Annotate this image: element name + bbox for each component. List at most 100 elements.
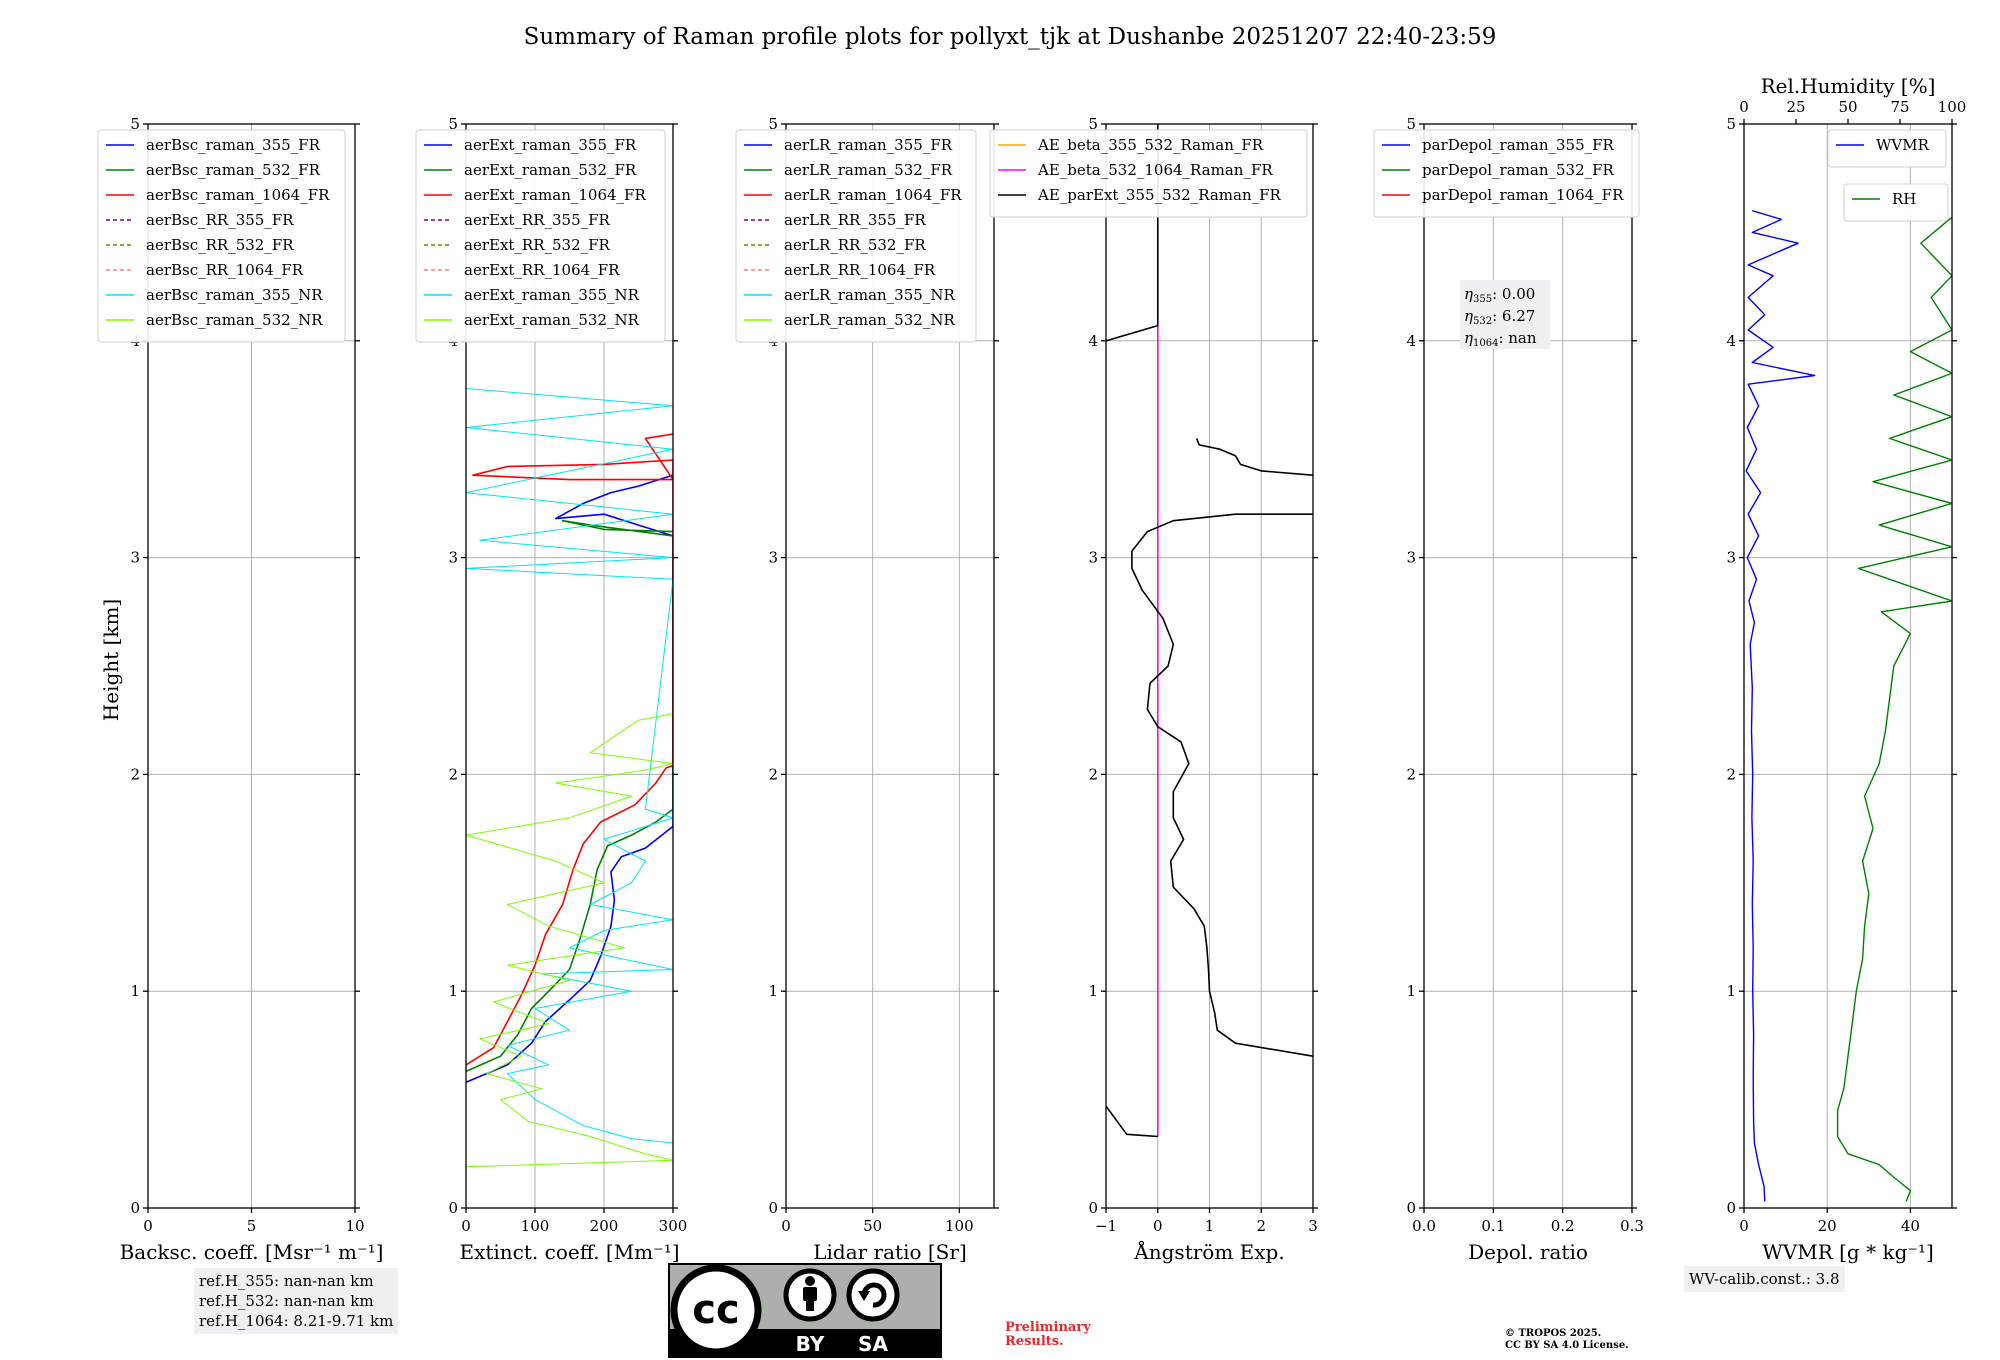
series-line-aerext-raman-1064-fr-2	[466, 433, 673, 1066]
legend-ae-box	[989, 129, 1308, 218]
legend-bsc-entry-6: aerBsc_raman_355_NR	[146, 286, 323, 304]
preliminary-line-2: Results.	[1005, 1334, 1064, 1349]
copyright-line-2: CC BY SA 4.0 License.	[1505, 1340, 1629, 1351]
ytick-label-depol-0: 0	[1406, 1199, 1416, 1217]
legend-bsc-entry-7: aerBsc_raman_532_NR	[146, 311, 323, 329]
series-group-ae	[1106, 124, 1313, 1138]
legend-depol-entry-0: parDepol_raman_355_FR	[1422, 136, 1615, 154]
ytick-label-lr-1: 1	[768, 982, 778, 1000]
eta-symbol: η	[1464, 307, 1473, 325]
series-line-ae-parext-355-532-raman-fr-2	[1131, 513, 1313, 1057]
ytick-label-depol-1: 1	[1406, 982, 1416, 1000]
eta-symbol: η	[1464, 285, 1473, 303]
series-group-ext	[466, 388, 673, 1168]
ytick-label-depol-4: 4	[1406, 332, 1416, 350]
legend-depol-entry-1: parDepol_raman_532_FR	[1422, 161, 1615, 179]
legend-ae-entry-2: AE_parExt_355_532_Raman_FR	[1037, 186, 1282, 204]
ytick-label-bsc-0: 0	[130, 1199, 140, 1217]
reference-heights-box: ref.H_355: nan-nan km ref.H_532: nan-nan…	[194, 1268, 399, 1334]
ytick-label-bsc-5: 5	[130, 115, 140, 133]
ytick-label-ext-2: 2	[448, 765, 458, 783]
series-line-aerext-raman-532-fr-1	[466, 519, 673, 1073]
legend-wv-entry-0: WVMR	[1876, 136, 1930, 154]
legend-lr-entry-5: aerLR_RR_1064_FR	[784, 261, 936, 279]
legend-ext-entry-1: aerExt_raman_532_FR	[464, 161, 637, 179]
legend-lr-entry-2: aerLR_raman_1064_FR	[784, 186, 962, 204]
ytick-label-depol-5: 5	[1406, 115, 1416, 133]
ytick-label-wv-1: 1	[1726, 982, 1736, 1000]
legend-lr-entry-7: aerLR_raman_532_NR	[784, 311, 955, 329]
ytick-label-wv-4: 4	[1726, 332, 1736, 350]
ytick-label-ae-5: 5	[1088, 115, 1098, 133]
eta-value: : 0.00	[1492, 285, 1535, 303]
ytick-label-ae-4: 4	[1088, 332, 1098, 350]
ytick-label-depol-2: 2	[1406, 765, 1416, 783]
ytick-label-ae-1: 1	[1088, 982, 1098, 1000]
xtick-label-lr-1: 50	[863, 1217, 882, 1235]
ytick-label-lr-2: 2	[768, 765, 778, 783]
eta-1064: η1064: nan	[1464, 329, 1537, 349]
preliminary-line-1: Preliminary	[1005, 1320, 1091, 1335]
ref-height-532: ref.H_532: nan-nan km	[199, 1292, 374, 1310]
xtick-label-wv-1: 20	[1818, 1217, 1837, 1235]
ytick-label-ext-1: 1	[448, 982, 458, 1000]
legend-lr-entry-6: aerLR_raman_355_NR	[784, 286, 955, 304]
legend-bsc-entry-0: aerBsc_raman_355_FR	[146, 136, 321, 154]
eta-box	[1460, 280, 1550, 349]
legend-depol-entry-2: parDepol_raman_1064_FR	[1422, 186, 1624, 204]
cc-by-sa-license-badge: cc BY SA	[668, 1263, 942, 1358]
x-axis-label-ext: Extinct. coeff. [Mm⁻¹]	[459, 1240, 679, 1264]
ytick-label-ext-0: 0	[448, 1199, 458, 1217]
eta-532: η532: 6.27	[1464, 307, 1535, 327]
legend-ext-entry-4: aerExt_RR_532_FR	[464, 236, 611, 254]
xtick-label-ae-0: −1	[1095, 1217, 1117, 1235]
ytick-label-wv-2: 2	[1726, 765, 1736, 783]
xtick-label-ae-2: 1	[1205, 1217, 1215, 1235]
legend-bsc-entry-4: aerBsc_RR_532_FR	[146, 236, 294, 254]
legend-ext-entry-6: aerExt_raman_355_NR	[464, 286, 640, 304]
ytick-label-bsc-3: 3	[130, 549, 140, 567]
xtick-label-ext-3: 300	[659, 1217, 688, 1235]
legend-ext-entry-2: aerExt_raman_1064_FR	[464, 186, 646, 204]
panels: 0123450510Backsc. coeff. [Msr⁻¹ m⁻¹]aerB…	[97, 74, 1966, 1264]
top-xtick-label-wv-2: 50	[1838, 98, 1857, 116]
axes-frame-depol	[1423, 123, 1633, 1209]
eta-subscript: 1064	[1473, 338, 1498, 349]
eta-subscript: 532	[1473, 316, 1492, 327]
xtick-label-wv-0: 0	[1739, 1217, 1749, 1235]
xtick-label-ext-0: 0	[461, 1217, 471, 1235]
eta-subscript: 355	[1473, 294, 1492, 305]
xtick-label-ae-3: 2	[1256, 1217, 1266, 1235]
series-line-ae-parext-355-532-raman-fr-1	[1106, 1105, 1158, 1138]
ytick-label-lr-3: 3	[768, 549, 778, 567]
legend-lr-entry-0: aerLR_raman_355_FR	[784, 136, 953, 154]
ytick-label-depol-3: 3	[1406, 549, 1416, 567]
legend-bsc-entry-3: aerBsc_RR_355_FR	[146, 211, 294, 229]
attribution-icon	[783, 1268, 837, 1322]
x-axis-label-depol: Depol. ratio	[1468, 1240, 1588, 1264]
wv-calibration-box: WV-calib.const.: 3.8	[1684, 1266, 1845, 1292]
legend-lr-entry-1: aerLR_raman_532_FR	[784, 161, 953, 179]
copyright-line-1: © TROPOS 2025.	[1505, 1328, 1602, 1339]
xtick-label-ext-1: 100	[521, 1217, 550, 1235]
top-xtick-label-wv-3: 75	[1890, 98, 1909, 116]
axes-frame-lr	[785, 123, 995, 1209]
ytick-label-lr-0: 0	[768, 1199, 778, 1217]
legend-bsc-box	[97, 129, 346, 343]
eta-value: : 6.27	[1492, 307, 1535, 325]
eta-value: : nan	[1498, 329, 1536, 347]
series-group-wv	[1745, 210, 1952, 1202]
axes-frame-wv	[1743, 123, 1953, 1209]
xtick-label-bsc-0: 0	[143, 1217, 153, 1235]
xtick-label-ae-1: 0	[1153, 1217, 1163, 1235]
top-x-axis-label-wv: Rel.Humidity [%]	[1761, 74, 1936, 98]
x-axis-label-ae: Ångström Exp.	[1133, 1239, 1284, 1264]
legend-wv-box	[1827, 129, 1947, 168]
legend-ae-entry-1: AE_beta_532_1064_Raman_FR	[1037, 161, 1273, 179]
xtick-label-lr-0: 0	[781, 1217, 791, 1235]
legend-ext-entry-0: aerExt_raman_355_FR	[464, 136, 637, 154]
legend-ext-entry-3: aerExt_RR_355_FR	[464, 211, 611, 229]
x-axis-label-bsc: Backsc. coeff. [Msr⁻¹ m⁻¹]	[120, 1240, 384, 1264]
